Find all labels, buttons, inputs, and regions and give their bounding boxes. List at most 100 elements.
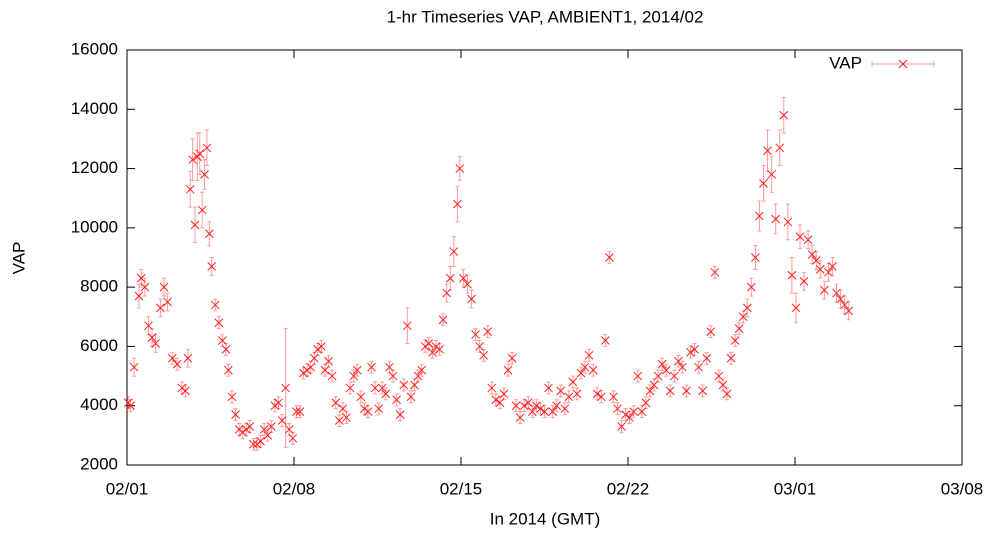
- point: [317, 342, 326, 351]
- point: [190, 220, 200, 230]
- point: [356, 392, 366, 402]
- point: [828, 262, 837, 271]
- point: [755, 211, 764, 221]
- point: [370, 383, 380, 393]
- point: [576, 368, 586, 378]
- point: [210, 300, 220, 310]
- point: [629, 407, 639, 416]
- point: [572, 389, 582, 399]
- point: [811, 256, 821, 265]
- point: [609, 392, 618, 402]
- point: [227, 392, 237, 402]
- point: [345, 383, 355, 393]
- point: [515, 413, 525, 422]
- point: [483, 327, 493, 336]
- point: [207, 262, 217, 271]
- point: [605, 253, 614, 262]
- point: [625, 413, 635, 422]
- point: [471, 330, 480, 339]
- point: [840, 300, 849, 310]
- point: [200, 170, 209, 179]
- y-tick-label: 10000: [71, 217, 118, 236]
- point: [730, 336, 740, 345]
- point: [726, 353, 736, 363]
- point: [487, 383, 497, 393]
- point: [185, 184, 195, 194]
- point: [183, 353, 193, 363]
- point: [564, 392, 574, 402]
- point: [338, 404, 348, 414]
- point: [815, 265, 825, 274]
- point: [779, 110, 789, 120]
- point: [499, 389, 509, 399]
- point: [767, 170, 776, 179]
- point: [775, 143, 785, 153]
- point: [181, 386, 190, 396]
- point: [428, 348, 437, 357]
- point: [751, 253, 760, 262]
- point: [633, 371, 643, 381]
- point: [665, 386, 675, 396]
- x-tick-label: 02/08: [273, 479, 316, 498]
- point: [495, 398, 505, 408]
- x-tick-label: 02/15: [440, 479, 483, 498]
- point: [214, 318, 224, 328]
- point: [188, 155, 197, 165]
- point: [613, 404, 622, 414]
- point: [288, 433, 298, 443]
- point: [463, 279, 472, 289]
- point: [844, 306, 854, 316]
- y-tick-label: 4000: [80, 395, 118, 414]
- point: [224, 365, 233, 375]
- point: [218, 336, 227, 345]
- point: [491, 395, 501, 405]
- point: [195, 149, 205, 159]
- point: [147, 333, 157, 342]
- point: [381, 389, 391, 399]
- point: [129, 362, 139, 372]
- point: [759, 179, 768, 188]
- point: [507, 353, 517, 363]
- point: [746, 282, 756, 292]
- point: [327, 371, 337, 381]
- point: [588, 365, 598, 375]
- plot-frame: [126, 49, 963, 466]
- point: [163, 297, 172, 307]
- point: [204, 229, 214, 239]
- x-axis-label: In 2014 (GMT): [490, 509, 601, 528]
- point: [584, 350, 594, 360]
- point: [306, 362, 316, 372]
- point: [395, 410, 405, 419]
- point: [519, 401, 529, 411]
- point: [734, 324, 744, 333]
- point: [455, 164, 465, 173]
- point: [363, 407, 373, 416]
- x-tick-label: 02/22: [607, 479, 650, 498]
- point: [527, 407, 537, 416]
- point: [266, 422, 276, 431]
- point: [442, 288, 452, 298]
- point: [221, 345, 231, 354]
- point: [140, 282, 150, 292]
- point: [172, 359, 182, 369]
- y-tick-label: 6000: [80, 336, 118, 355]
- point: [256, 436, 265, 446]
- point: [202, 143, 212, 153]
- point: [718, 380, 728, 390]
- point: [449, 247, 459, 256]
- point: [738, 312, 748, 322]
- point: [698, 386, 708, 396]
- point: [274, 398, 283, 408]
- point: [324, 356, 333, 366]
- point: [320, 365, 330, 375]
- point: [600, 336, 610, 345]
- point: [167, 353, 177, 363]
- point: [795, 232, 805, 242]
- point: [783, 217, 793, 227]
- point: [791, 303, 801, 313]
- point: [424, 339, 434, 348]
- point: [151, 339, 160, 348]
- point: [803, 235, 813, 245]
